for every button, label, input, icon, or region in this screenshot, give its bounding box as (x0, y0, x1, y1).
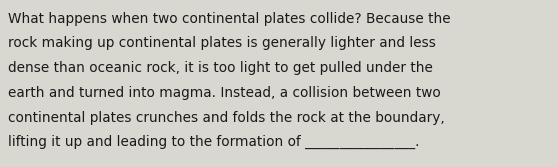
Text: continental plates crunches and folds the rock at the boundary,: continental plates crunches and folds th… (8, 111, 445, 125)
Text: lifting it up and leading to the formation of ________________.: lifting it up and leading to the formati… (8, 135, 420, 149)
Text: dense than oceanic rock, it is too light to get pulled under the: dense than oceanic rock, it is too light… (8, 61, 433, 75)
Text: What happens when two continental plates collide? Because the: What happens when two continental plates… (8, 12, 451, 26)
Text: rock making up continental plates is generally lighter and less: rock making up continental plates is gen… (8, 36, 436, 50)
Text: earth and turned into magma. Instead, a collision between two: earth and turned into magma. Instead, a … (8, 86, 441, 100)
